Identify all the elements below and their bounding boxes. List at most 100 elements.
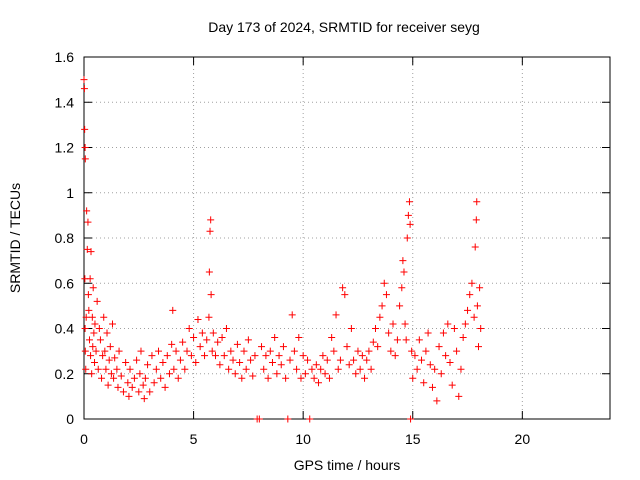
data-point [475, 343, 482, 351]
chart-title: Day 173 of 2024, SRMTID for receiver sey… [208, 19, 480, 35]
data-point [80, 76, 88, 84]
data-point [420, 379, 428, 387]
y-tick-label: 0 [66, 411, 74, 427]
data-point [271, 334, 279, 342]
data-point [409, 374, 417, 382]
data-point [91, 358, 99, 366]
data-point [168, 340, 176, 348]
data-point [187, 352, 195, 360]
data-point [106, 343, 114, 351]
data-point [334, 365, 342, 373]
data-point [108, 320, 116, 328]
data-point [457, 365, 465, 373]
x-tick-label: 0 [80, 431, 88, 447]
data-point [325, 374, 333, 382]
y-tick-label: 0.2 [55, 366, 75, 382]
x-axis: 0 5 10 15 20 [80, 57, 530, 447]
x-tick-label: 5 [190, 431, 198, 447]
data-point [371, 325, 379, 332]
data-point [284, 415, 292, 423]
data-point [403, 234, 411, 242]
data-point [83, 245, 91, 253]
data-point [247, 356, 255, 364]
x-tick-label: 10 [295, 431, 311, 447]
data-point [103, 329, 111, 337]
data-point [262, 352, 270, 360]
data-point [85, 306, 93, 314]
data-point [205, 268, 213, 276]
data-point [422, 347, 430, 355]
data-point [111, 354, 119, 362]
data-point [258, 343, 266, 351]
data-point [209, 329, 217, 337]
data-point [448, 381, 456, 389]
data-point [218, 334, 226, 342]
data-point [450, 325, 458, 332]
data-point [206, 227, 214, 235]
data-point [295, 334, 303, 342]
data-point [279, 343, 287, 351]
data-point [290, 347, 298, 355]
data-point [350, 356, 358, 364]
data-point [282, 374, 290, 382]
data-point [91, 320, 99, 328]
data-point [84, 218, 92, 226]
data-point [393, 336, 401, 344]
data-point [139, 381, 147, 389]
data-point [398, 284, 406, 292]
y-tick-label: 1.4 [55, 94, 75, 110]
data-point [455, 392, 463, 400]
data-point [146, 388, 154, 396]
data-point [81, 155, 89, 163]
data-point [426, 361, 434, 369]
data-point [85, 336, 93, 344]
data-point [297, 374, 305, 382]
y-tick-label: 0.6 [55, 275, 75, 291]
data-point [196, 343, 204, 351]
data-point [107, 370, 115, 378]
data-point [275, 352, 283, 360]
data-point [227, 347, 235, 355]
data-point [89, 284, 97, 292]
data-point [102, 365, 110, 373]
data-point [174, 374, 182, 382]
data-point [446, 358, 454, 366]
data-point [117, 372, 125, 380]
data-point [126, 365, 134, 373]
data-point [89, 343, 97, 351]
data-point [453, 347, 461, 355]
data-point [159, 358, 167, 366]
data-point [312, 361, 320, 369]
data-point [80, 85, 88, 93]
data-point [114, 383, 122, 391]
data-point [321, 370, 329, 378]
data-point [266, 347, 274, 355]
data-point [96, 336, 104, 344]
data-point [82, 313, 90, 321]
data-point [433, 397, 441, 405]
data-point [92, 347, 100, 355]
data-point [435, 343, 443, 351]
data-point [378, 302, 386, 310]
data-point [201, 352, 209, 360]
data-point [345, 361, 353, 369]
data-point [115, 347, 123, 355]
data-point [90, 329, 98, 337]
data-point [304, 356, 312, 364]
data-point [332, 311, 340, 319]
y-tick-label: 0.8 [55, 230, 75, 246]
data-point [181, 365, 189, 373]
data-point [87, 352, 95, 360]
data-point [365, 347, 373, 355]
data-point [240, 347, 248, 355]
data-point [405, 198, 413, 206]
data-point [264, 374, 272, 382]
data-point [86, 275, 94, 283]
data-point [176, 356, 184, 364]
data-point [369, 338, 377, 346]
data-point [400, 268, 408, 276]
x-tick-label: 20 [515, 431, 531, 447]
data-point [82, 365, 90, 373]
data-point [231, 370, 239, 378]
data-point [406, 220, 414, 228]
